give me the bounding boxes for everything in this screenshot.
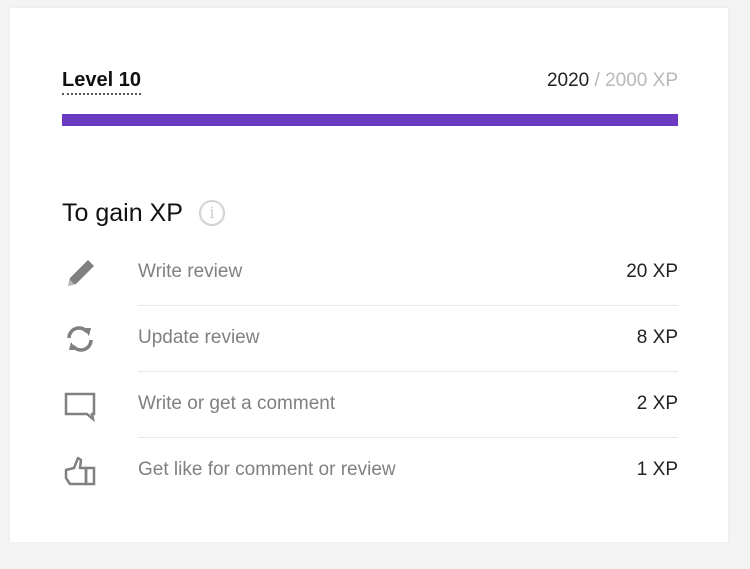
level-label[interactable]: Level 10: [62, 68, 141, 95]
comment-icon: [64, 392, 96, 422]
action-label: Write review: [138, 261, 243, 282]
pencil-icon: [68, 260, 94, 286]
action-label: Write or get a comment: [138, 393, 336, 414]
xp-progress-fill: [62, 114, 678, 126]
xp-action-row: Write or get a comment 2 XP: [62, 372, 678, 438]
max-xp: / 2000 XP: [594, 70, 678, 91]
xp-action-row: Get like for comment or review 1 XP: [62, 438, 678, 504]
xp-action-row: Update review 8 XP: [62, 306, 678, 372]
action-xp: 1 XP: [636, 459, 678, 480]
gain-xp-title: To gain XP: [62, 199, 183, 227]
action-label: Update review: [138, 327, 260, 348]
thumbs-up-icon: [64, 456, 96, 486]
info-icon[interactable]: i: [198, 200, 225, 226]
action-xp: 8 XP: [636, 327, 678, 348]
current-xp: 2020: [546, 70, 590, 91]
divider: [138, 437, 678, 438]
xp-card: Level 10 2020 / 2000 XP To gain XP i Wri…: [10, 8, 728, 542]
action-xp: 20 XP: [626, 261, 678, 282]
refresh-icon: [67, 326, 93, 352]
gain-xp-heading: To gain XP i: [62, 198, 225, 228]
xp-readout: 2020 / 2000 XP: [547, 69, 678, 93]
action-label: Get like for comment or review: [138, 459, 396, 480]
divider: [138, 305, 678, 306]
divider: [138, 371, 678, 372]
action-xp: 2 XP: [636, 393, 678, 414]
xp-action-row: Write review 20 XP: [62, 240, 678, 306]
xp-progress-bar: [62, 114, 678, 126]
